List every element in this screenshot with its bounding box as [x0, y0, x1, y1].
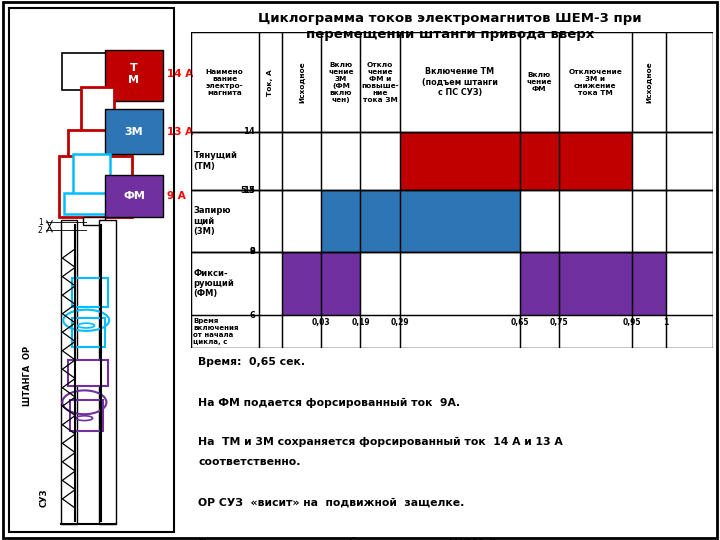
- Text: На ФМ подается форсированный ток  9А.: На ФМ подается форсированный ток 9А.: [198, 397, 460, 408]
- Text: 13: 13: [243, 186, 255, 195]
- Text: 0,29: 0,29: [390, 318, 409, 327]
- Bar: [83, 217, 104, 225]
- Bar: [70, 400, 103, 431]
- Text: ШТАНГА  ОР: ШТАНГА ОР: [23, 346, 32, 406]
- Bar: [68, 130, 123, 159]
- Bar: [400, 132, 559, 191]
- Text: Откло
чение
ФМ и
повыше-
ние
тока ЗМ: Откло чение ФМ и повыше- ние тока ЗМ: [361, 62, 399, 103]
- Text: Структурная схема работы привода ШЭМ-3, шаг вверх: Структурная схема работы привода ШЭМ-3, …: [198, 537, 575, 540]
- Text: 0,95: 0,95: [623, 318, 641, 327]
- Text: Исходное: Исходное: [646, 62, 652, 103]
- Text: Фикси-
рующий
(ФМ): Фикси- рующий (ФМ): [194, 268, 234, 299]
- Text: ОР СУЗ  «висит» на  подвижной  защелке.: ОР СУЗ «висит» на подвижной защелке.: [198, 497, 464, 508]
- Text: Вклю
чение
3М
(ФМ
вклю
чен): Вклю чение 3М (ФМ вклю чен): [328, 62, 354, 103]
- Text: 0,75: 0,75: [549, 318, 568, 327]
- Text: Т
М: Т М: [128, 63, 140, 85]
- Text: перемещении штанги привода вверх: перемещении штанги привода вверх: [306, 28, 594, 41]
- Text: 13 А: 13 А: [167, 127, 193, 137]
- Text: Включение ТМ
(подъем штанги
с ПС СУЗ): Включение ТМ (подъем штанги с ПС СУЗ): [422, 68, 498, 97]
- Bar: [71, 278, 108, 307]
- Text: 6: 6: [249, 310, 255, 320]
- Text: Вклю
чение
ФМ: Вклю чение ФМ: [526, 72, 552, 92]
- Bar: [64, 193, 110, 214]
- Text: СУЗ: СУЗ: [40, 488, 48, 507]
- Text: 1: 1: [38, 218, 42, 227]
- Bar: [59, 156, 132, 217]
- Bar: [68, 360, 108, 387]
- Bar: [99, 220, 116, 524]
- Bar: [63, 53, 132, 90]
- Text: 1: 1: [663, 318, 668, 327]
- Bar: [81, 87, 114, 132]
- Bar: [73, 153, 110, 196]
- Text: Тянущий
(ТМ): Тянущий (ТМ): [194, 151, 238, 171]
- Bar: [520, 252, 632, 315]
- Text: Запирю
щий
(3М): Запирю щий (3М): [194, 206, 231, 236]
- Text: На  ТМ и 3М сохраняется форсированный ток  14 А и 13 А: На ТМ и 3М сохраняется форсированный ток…: [198, 437, 563, 448]
- Text: 8: 8: [249, 247, 255, 256]
- Bar: [559, 132, 632, 191]
- Bar: [60, 220, 77, 524]
- Bar: [104, 175, 163, 217]
- Bar: [282, 252, 361, 315]
- Bar: [107, 193, 125, 201]
- Text: Ток, А: Ток, А: [267, 69, 274, 96]
- Text: Время
включения
от начала
цикла, с: Время включения от начала цикла, с: [194, 318, 239, 345]
- Text: Исходное: Исходное: [299, 62, 305, 103]
- Text: Отключение
3М и
снижение
тока ТМ: Отключение 3М и снижение тока ТМ: [569, 69, 622, 96]
- Text: 9 А: 9 А: [167, 191, 186, 201]
- Text: 0,65: 0,65: [510, 318, 529, 327]
- Text: 14: 14: [243, 127, 255, 137]
- Text: соответственно.: соответственно.: [198, 457, 300, 468]
- Text: ФМ: ФМ: [123, 191, 145, 201]
- Bar: [632, 252, 666, 315]
- Text: 14 А: 14 А: [167, 69, 193, 79]
- Bar: [104, 109, 163, 153]
- Text: 0,03: 0,03: [312, 318, 330, 327]
- Bar: [321, 191, 520, 252]
- Text: 5.5: 5.5: [240, 186, 255, 195]
- Text: Циклограмма токов электромагнитов ШЕМ-3 при: Циклограмма токов электромагнитов ШЕМ-3 …: [258, 12, 642, 25]
- Text: 3М: 3М: [125, 127, 143, 137]
- Text: 2: 2: [38, 226, 42, 235]
- Text: Время:  0,65 сек.: Время: 0,65 сек.: [198, 357, 305, 368]
- Text: Наимено
вание
электро-
магнита: Наимено вание электро- магнита: [206, 69, 243, 96]
- Text: 0,19: 0,19: [351, 318, 370, 327]
- Bar: [71, 318, 104, 347]
- Bar: [104, 50, 163, 100]
- Text: 9: 9: [249, 247, 255, 256]
